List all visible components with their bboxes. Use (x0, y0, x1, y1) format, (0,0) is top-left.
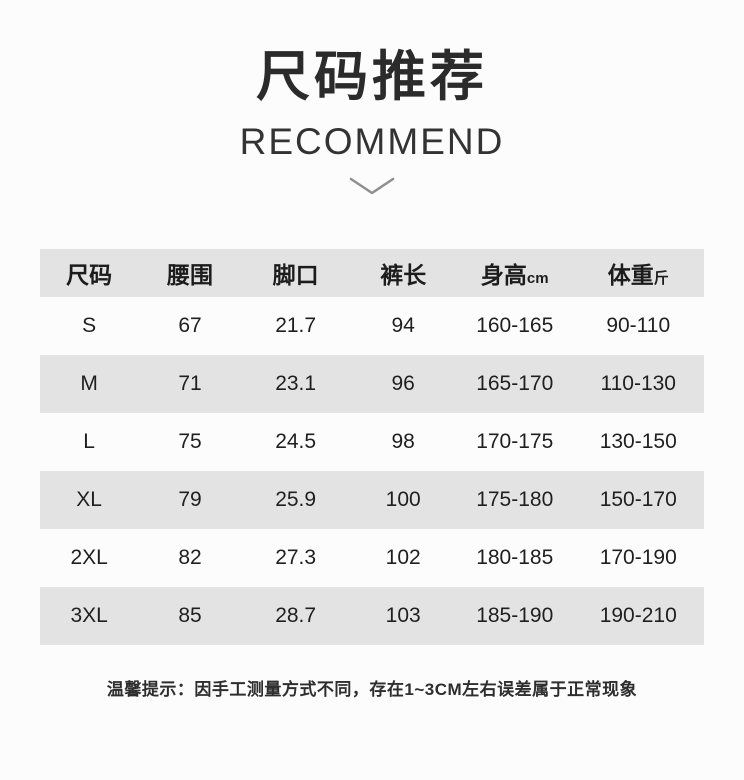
table-cell: 150-170 (599, 488, 677, 512)
table-cell: 110-130 (600, 372, 676, 396)
table-cell: 190-210 (599, 604, 677, 628)
table-cell: 96 (391, 372, 415, 396)
table-cell: 79 (178, 488, 202, 512)
chevron-down-icon (349, 177, 395, 202)
unit-suffix: cm (526, 270, 549, 288)
table-cell: M (80, 372, 98, 396)
column-header-leg-opening: 脚口 (272, 262, 319, 289)
table-cell: 82 (178, 546, 202, 570)
table-cell: 94 (391, 314, 415, 338)
table-row: M 71 23.1 96 165-170 110-130 (40, 355, 704, 414)
table-row: L 75 24.5 98 170-175 130-150 (40, 413, 704, 471)
table-cell: S (82, 314, 97, 338)
table-cell: 67 (178, 314, 202, 338)
table-cell: 103 (385, 604, 421, 628)
column-header-waist: 腰围 (167, 262, 214, 289)
column-header-pant-length: 裤长 (380, 262, 427, 289)
column-header-size: 尺码 (66, 262, 113, 289)
table-cell: 71 (178, 372, 202, 396)
table-cell: 100 (385, 488, 421, 512)
table-cell: 28.7 (275, 604, 317, 628)
table-cell: 27.3 (275, 546, 317, 570)
table-cell: 165-170 (476, 372, 554, 396)
table-cell: 98 (391, 430, 415, 454)
column-header-height: 身高cm (480, 262, 549, 289)
table-cell: 102 (385, 546, 421, 570)
table-cell: 170-175 (476, 430, 554, 454)
table-cell: 3XL (70, 604, 108, 628)
table-row: S 67 21.7 94 160-165 90-110 (40, 297, 704, 355)
table-cell: 130-150 (599, 430, 677, 454)
size-table-header: 尺码 腰围 脚口 裤长 身高cm 体重斤 (40, 249, 704, 298)
size-table-body: S 67 21.7 94 160-165 90-110 M 71 23.1 96 165-170 11… (40, 297, 704, 646)
table-row: 3XL 85 28.7 103 185-190 190-210 (40, 587, 704, 646)
table-cell: 185-190 (476, 604, 554, 628)
measurement-disclaimer: 温馨提示：因手工测量方式不同，存在1~3CM左右误差属于正常现象 (106, 680, 638, 700)
table-cell: L (83, 430, 95, 454)
title-block: 尺码推荐 RECOMMEND (0, 47, 744, 199)
table-cell: 90-110 (606, 314, 671, 338)
size-table: 尺码 腰围 脚口 裤长 身高cm 体重斤 S 67 21.7 94 160-165 90-… (40, 249, 704, 646)
table-cell: XL (76, 488, 102, 512)
column-header-weight: 体重斤 (607, 262, 669, 289)
table-cell: 180-185 (476, 546, 554, 570)
table-cell: 2XL (70, 546, 108, 570)
table-cell: 25.9 (275, 488, 317, 512)
table-cell: 23.1 (275, 372, 317, 396)
table-cell: 21.7 (275, 314, 317, 338)
table-cell: 160-165 (476, 314, 554, 338)
table-cell: 85 (178, 604, 202, 628)
page-subtitle: RECOMMEND (239, 121, 505, 163)
table-cell: 170-190 (599, 546, 677, 570)
table-cell: 175-180 (476, 488, 554, 512)
table-row: 2XL 82 27.3 102 180-185 170-190 (40, 529, 704, 587)
chevron-wrap (0, 177, 744, 199)
table-cell: 75 (178, 430, 202, 454)
table-row: XL 79 25.9 100 175-180 150-170 (40, 471, 704, 530)
table-cell: 24.5 (275, 430, 317, 454)
unit-suffix: 斤 (653, 270, 669, 288)
page-title: 尺码推荐 (256, 47, 488, 107)
